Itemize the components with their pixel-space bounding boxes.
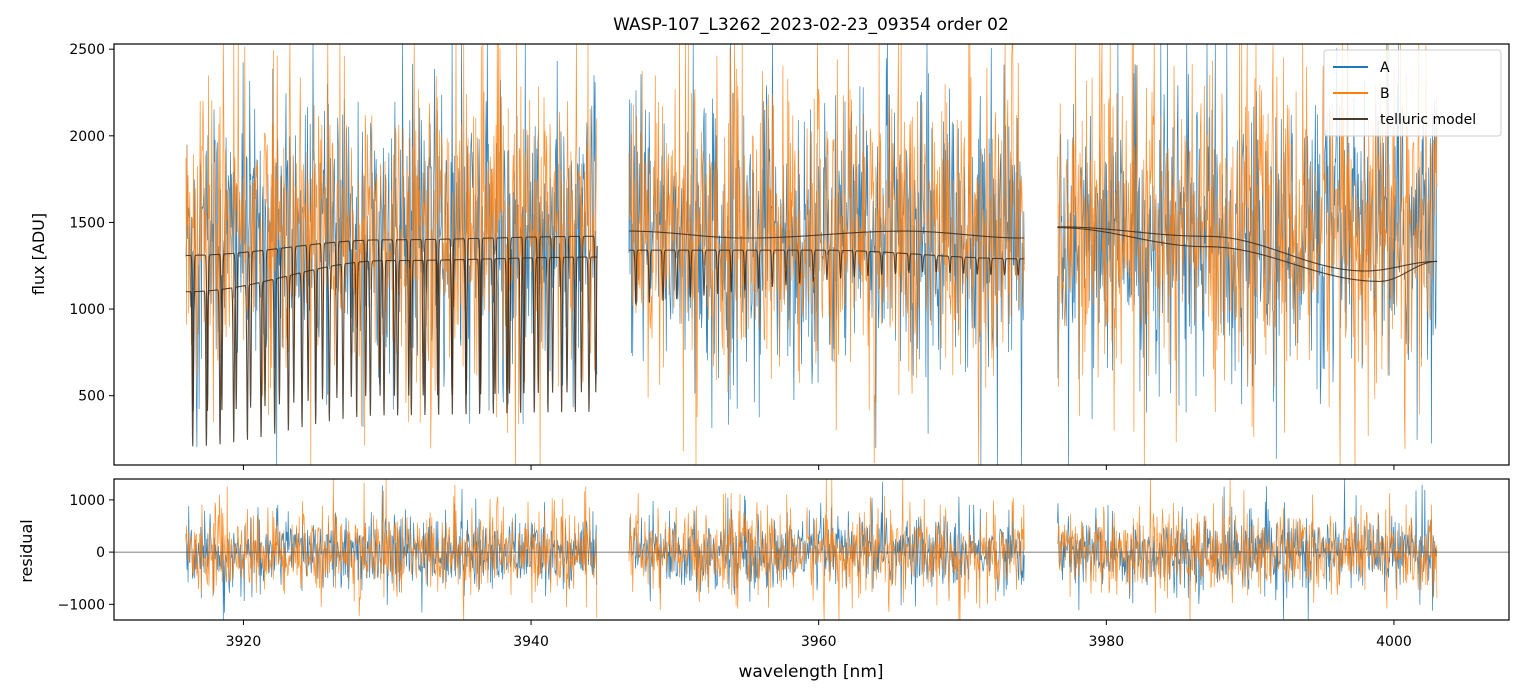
xtick-label: 3940 (513, 634, 549, 650)
flux-ytick-label: 500 (78, 389, 105, 405)
residual-panel: −1000 0 1000 3920 3940 3960 3980 4000 (58, 478, 1510, 650)
telluric-upper-segment-2 (628, 230, 1025, 239)
xtick-label: 3960 (801, 634, 837, 650)
telluric-lower-segment-3 (1057, 227, 1438, 282)
flux-ytick-label: 2500 (69, 42, 105, 58)
legend-label-b: B (1380, 86, 1390, 102)
series-b-segment-2 (628, 44, 1025, 465)
residual-b-segment-2 (628, 479, 1025, 620)
telluric-lower-segment-2 (628, 249, 1025, 305)
chart-title: WASP-107_L3262_2023-02-23_09354 order 02 (613, 15, 1009, 35)
legend-label-a: A (1380, 60, 1390, 76)
flux-panel-frame (113, 43, 1510, 466)
legend: A B telluric model (1323, 49, 1502, 137)
xtick-label: 4000 (1376, 634, 1412, 650)
residual-panel-frame (113, 478, 1510, 621)
flux-ytick-label: 1500 (69, 215, 105, 231)
residual-ytick-label: 1000 (69, 493, 105, 509)
telluric-upper-segment-1 (185, 235, 598, 412)
residual-b-segment-3 (1057, 479, 1438, 620)
telluric-lower-segment-1 (185, 256, 598, 447)
flux-ytick-label: 2000 (69, 129, 105, 145)
telluric-upper-segment-3 (1057, 226, 1438, 272)
residual-b-segment-1 (185, 479, 598, 620)
residual-ytick-label: −1000 (58, 597, 105, 613)
legend-box (1323, 49, 1502, 137)
y-axis-label-flux: flux [ADU] (29, 213, 48, 295)
flux-ytick-label: 1000 (69, 302, 105, 318)
y-axis-label-residual: residual (17, 519, 36, 582)
legend-label-telluric: telluric model (1380, 112, 1476, 128)
x-axis-label: wavelength [nm] (738, 662, 883, 682)
xtick-label: 3920 (226, 634, 262, 650)
xtick-label: 3980 (1088, 634, 1124, 650)
series-b-segment-1 (185, 44, 598, 465)
series-b-segment-3 (1057, 44, 1438, 465)
flux-panel: 500 1000 1500 2000 2500 (69, 42, 1510, 470)
residual-ytick-label: 0 (96, 545, 105, 561)
